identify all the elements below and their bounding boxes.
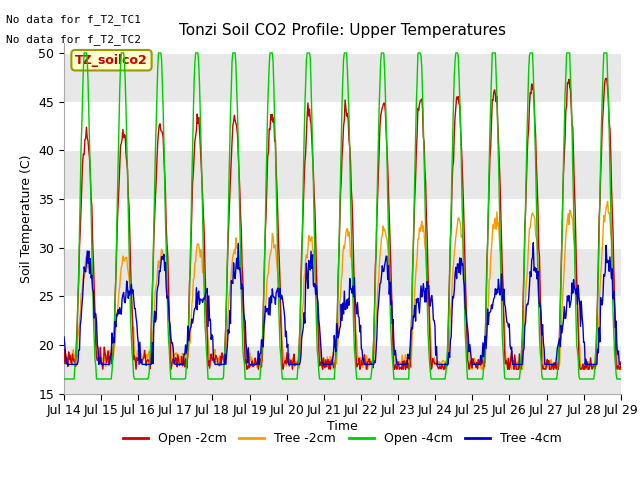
- Tree -2cm: [127, 304, 135, 310]
- Tree -4cm: [185, 338, 193, 344]
- Tree -4cm: [128, 290, 136, 296]
- Tree -2cm: [60, 353, 68, 359]
- Title: Tonzi Soil CO2 Profile: Upper Temperatures: Tonzi Soil CO2 Profile: Upper Temperatur…: [179, 23, 506, 38]
- Line: Tree -2cm: Tree -2cm: [64, 202, 621, 369]
- Open -2cm: [185, 316, 193, 322]
- Tree -4cm: [60, 334, 68, 340]
- Line: Open -2cm: Open -2cm: [64, 78, 621, 369]
- Open -2cm: [602, 75, 610, 81]
- Open -2cm: [214, 362, 222, 368]
- Tree -2cm: [70, 352, 78, 358]
- Open -2cm: [70, 359, 78, 365]
- Bar: [64, 248, 621, 296]
- Tree -2cm: [325, 366, 333, 372]
- Tree -4cm: [71, 361, 79, 367]
- Tree -4cm: [428, 294, 435, 300]
- Line: Open -4cm: Open -4cm: [64, 53, 621, 379]
- Line: Tree -4cm: Tree -4cm: [64, 243, 621, 364]
- Tree -2cm: [428, 347, 435, 352]
- Open -2cm: [617, 359, 625, 365]
- Tree -2cm: [411, 286, 419, 292]
- Bar: [64, 345, 621, 394]
- Text: No data for f_T2_TC1: No data for f_T2_TC1: [6, 14, 141, 25]
- Tree -4cm: [411, 302, 419, 308]
- Open -4cm: [128, 351, 136, 357]
- Tree -2cm: [617, 366, 625, 372]
- Tree -2cm: [214, 359, 221, 364]
- Tree -4cm: [617, 361, 625, 367]
- Text: No data for f_T2_TC2: No data for f_T2_TC2: [6, 34, 141, 45]
- Tree -2cm: [184, 355, 192, 360]
- Tree -2cm: [604, 199, 611, 204]
- Open -2cm: [99, 366, 107, 372]
- Tree -4cm: [63, 361, 71, 367]
- Text: TZ_soilco2: TZ_soilco2: [75, 54, 148, 67]
- Open -4cm: [185, 324, 193, 329]
- Open -2cm: [428, 366, 435, 372]
- Open -4cm: [411, 171, 419, 177]
- Open -4cm: [428, 376, 435, 382]
- Bar: [64, 102, 621, 150]
- Open -4cm: [214, 376, 222, 382]
- Open -4cm: [70, 376, 78, 382]
- Open -2cm: [60, 360, 68, 366]
- Tree -4cm: [529, 240, 537, 246]
- X-axis label: Time: Time: [327, 420, 358, 433]
- Open -4cm: [60, 376, 68, 382]
- Open -4cm: [617, 376, 625, 382]
- Open -2cm: [128, 306, 136, 312]
- Bar: [64, 199, 621, 248]
- Open -4cm: [80, 50, 88, 56]
- Tree -4cm: [214, 361, 222, 367]
- Y-axis label: Soil Temperature (C): Soil Temperature (C): [20, 154, 33, 283]
- Legend: Open -2cm, Tree -2cm, Open -4cm, Tree -4cm: Open -2cm, Tree -2cm, Open -4cm, Tree -4…: [118, 427, 567, 450]
- Bar: [64, 296, 621, 345]
- Bar: [64, 150, 621, 199]
- Open -2cm: [411, 194, 419, 200]
- Bar: [64, 53, 621, 102]
